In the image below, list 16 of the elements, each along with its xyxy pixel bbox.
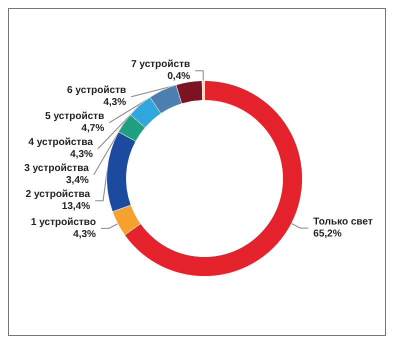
slice-label: 5 устройств: [45, 111, 104, 122]
data-label: 65,2%: [313, 228, 342, 240]
data-label: 4,3%: [103, 97, 126, 108]
slice-label: 2 устройства: [26, 189, 91, 200]
data-label: 4,7%: [81, 123, 104, 134]
slice-label: 4 устройства: [28, 137, 94, 148]
slice-label: 1 устройство: [30, 216, 96, 228]
slice-label: Только свет: [313, 216, 373, 228]
data-label: 0,4%: [167, 71, 190, 82]
slice-label: 6 устройств: [67, 85, 126, 96]
data-label: 4,3%: [73, 228, 96, 240]
slice-label: 7 устройств: [131, 59, 190, 70]
data-label: 3,4%: [66, 175, 89, 186]
data-label: 13,4%: [62, 201, 90, 212]
data-label: 4,3%: [70, 149, 94, 160]
slice-label: 3 устройства: [24, 163, 90, 174]
